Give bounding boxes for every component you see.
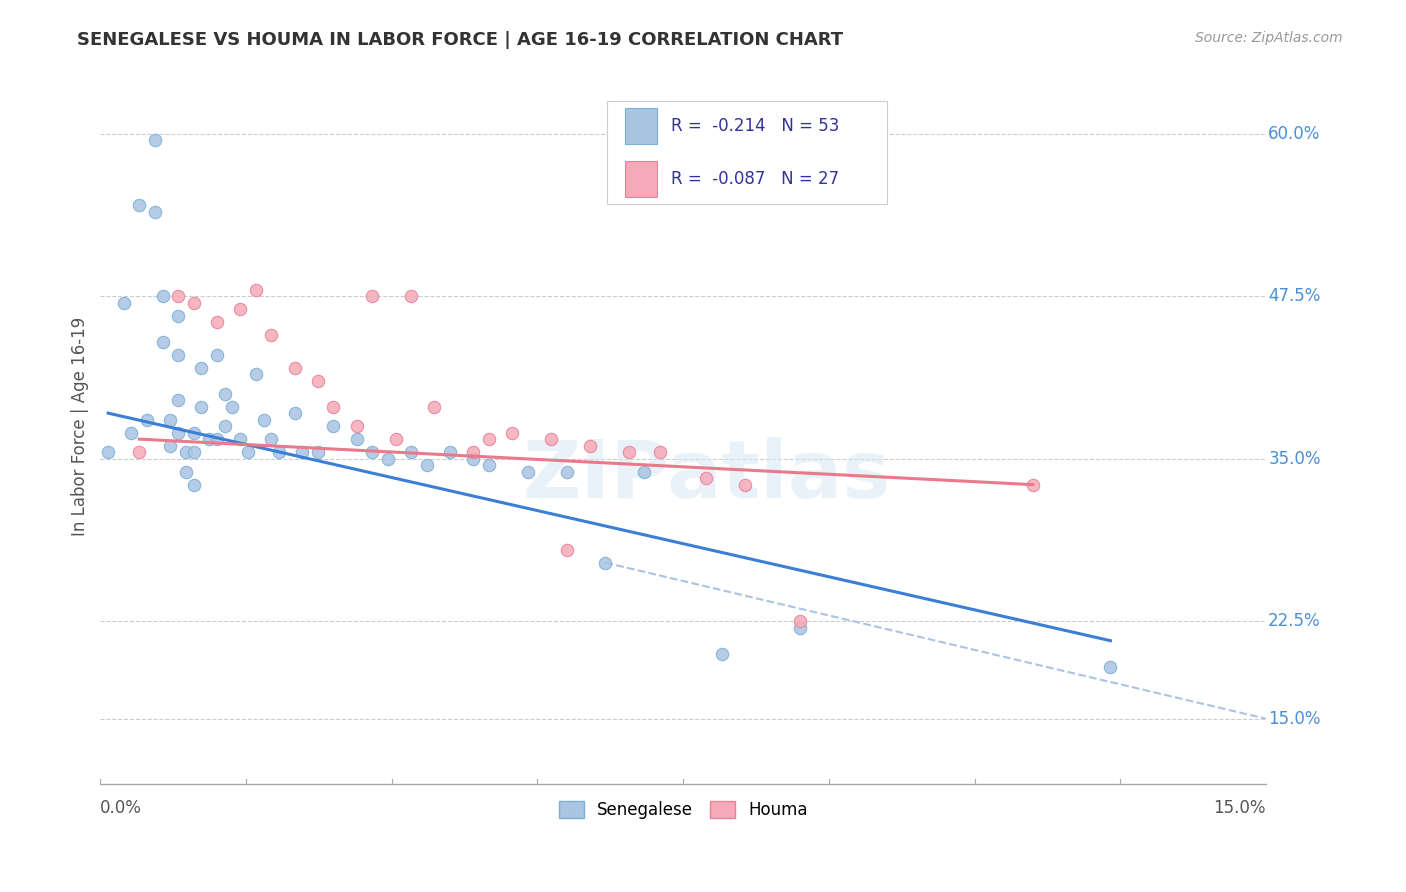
Point [167, 289, 190, 303]
Legend: Senegalese, Houma: Senegalese, Houma [553, 794, 814, 825]
Point [516, 465, 538, 479]
Point [120, 425, 142, 440]
Point [128, 198, 150, 212]
Point [284, 406, 307, 420]
FancyBboxPatch shape [624, 161, 658, 197]
Point [415, 458, 437, 472]
Point [183, 425, 205, 440]
Point [695, 471, 717, 485]
Point [579, 439, 602, 453]
Point [236, 445, 259, 459]
Point [617, 445, 640, 459]
Point [291, 445, 314, 459]
Point [307, 374, 329, 388]
Point [214, 386, 236, 401]
Point [190, 400, 212, 414]
Text: R =  -0.214   N = 53: R = -0.214 N = 53 [672, 117, 839, 135]
Point [789, 621, 811, 635]
Point [540, 432, 562, 446]
Point [346, 432, 368, 446]
Point [260, 328, 283, 343]
Point [478, 458, 501, 472]
Point [463, 451, 485, 466]
Text: 22.5%: 22.5% [1268, 612, 1320, 630]
Point [595, 556, 617, 570]
Point [361, 445, 384, 459]
Point [190, 360, 212, 375]
Point [143, 133, 166, 147]
Y-axis label: In Labor Force | Age 16-19: In Labor Force | Age 16-19 [72, 317, 89, 536]
Point [252, 412, 274, 426]
Point [159, 412, 181, 426]
Text: 15.0%: 15.0% [1213, 799, 1265, 817]
Point [205, 348, 228, 362]
Point [478, 432, 501, 446]
Point [198, 432, 221, 446]
Point [710, 647, 733, 661]
Point [463, 445, 485, 459]
Text: 0.0%: 0.0% [100, 799, 142, 817]
Point [167, 425, 190, 440]
Point [260, 432, 283, 446]
Point [384, 432, 406, 446]
Point [152, 334, 174, 349]
Point [322, 419, 344, 434]
Text: 35.0%: 35.0% [1268, 450, 1320, 467]
Point [245, 367, 267, 381]
Text: 15.0%: 15.0% [1268, 710, 1320, 728]
Point [205, 432, 228, 446]
Point [143, 204, 166, 219]
Text: 60.0%: 60.0% [1268, 125, 1320, 143]
Point [183, 477, 205, 491]
Point [1099, 659, 1122, 673]
Point [633, 465, 655, 479]
Point [361, 289, 384, 303]
Point [221, 400, 243, 414]
FancyBboxPatch shape [624, 108, 658, 144]
Point [167, 348, 190, 362]
Point [789, 614, 811, 628]
Point [267, 445, 290, 459]
Point [399, 289, 422, 303]
Text: ZIPatlas: ZIPatlas [522, 437, 890, 516]
Point [205, 315, 228, 329]
Point [174, 445, 197, 459]
Point [229, 302, 252, 317]
Point [136, 412, 159, 426]
Point [214, 419, 236, 434]
Point [555, 465, 578, 479]
Point [399, 445, 422, 459]
Point [174, 465, 197, 479]
Point [229, 432, 252, 446]
Text: R =  -0.087   N = 27: R = -0.087 N = 27 [672, 170, 839, 188]
Point [167, 309, 190, 323]
Text: SENEGALESE VS HOUMA IN LABOR FORCE | AGE 16-19 CORRELATION CHART: SENEGALESE VS HOUMA IN LABOR FORCE | AGE… [77, 31, 844, 49]
Point [377, 451, 399, 466]
Point [245, 283, 267, 297]
Point [1022, 477, 1045, 491]
Point [501, 425, 523, 440]
Text: Source: ZipAtlas.com: Source: ZipAtlas.com [1195, 31, 1343, 45]
Point [152, 289, 174, 303]
Point [284, 360, 307, 375]
Point [322, 400, 344, 414]
FancyBboxPatch shape [607, 101, 887, 204]
Point [128, 445, 150, 459]
Point [307, 445, 329, 459]
Point [112, 295, 135, 310]
Point [555, 542, 578, 557]
Point [439, 445, 461, 459]
Point [423, 400, 446, 414]
Point [346, 419, 368, 434]
Text: 47.5%: 47.5% [1268, 287, 1320, 305]
Point [734, 477, 756, 491]
Point [159, 439, 181, 453]
Point [97, 445, 120, 459]
Point [183, 295, 205, 310]
Point [648, 445, 671, 459]
Point [183, 445, 205, 459]
Point [167, 393, 190, 408]
